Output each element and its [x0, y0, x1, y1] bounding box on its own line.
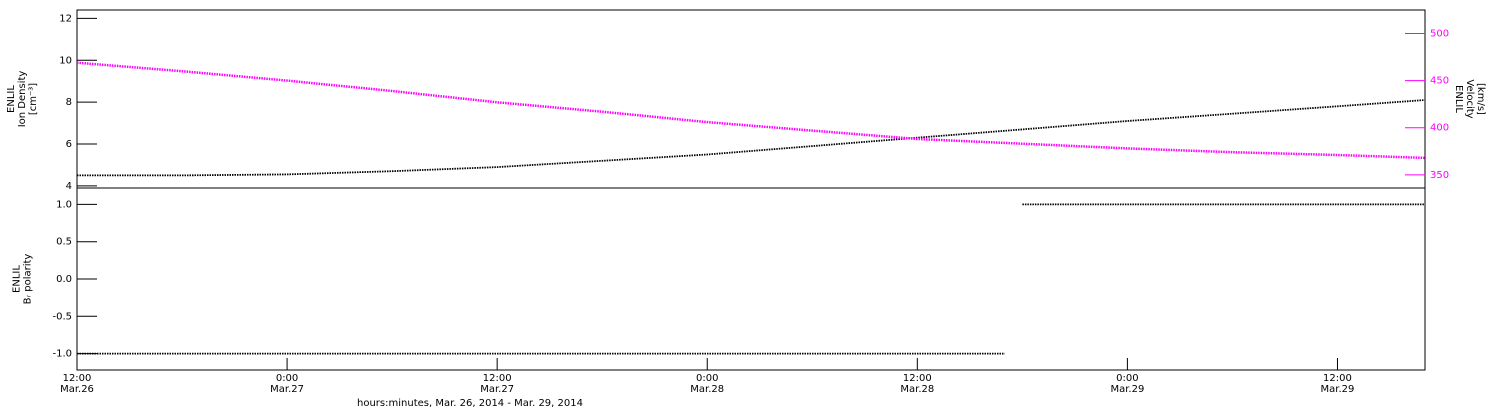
y2-tick-label: 400: [1430, 123, 1449, 134]
x-tick-sublabel: Mar.26: [60, 384, 94, 395]
y-tick-label: -0.5: [52, 311, 72, 322]
y2-tick-label: 350: [1430, 170, 1449, 181]
axis-label: ENLIL: [1453, 85, 1464, 113]
y-tick-label: 12: [59, 13, 72, 24]
y-tick-label: -1.0: [52, 349, 72, 360]
y2-tick-label: 450: [1430, 76, 1449, 87]
y2-tick-label: 500: [1430, 29, 1449, 40]
x-tick-sublabel: Mar.29: [1321, 384, 1355, 395]
y-tick-label: 8: [66, 97, 72, 108]
series-line: [76, 61, 1426, 160]
x-tick-sublabel: Mar.28: [900, 384, 934, 395]
axis-label: Bᵣ polarity: [23, 254, 34, 305]
x-tick-label: 12:00: [1323, 373, 1352, 384]
x-axis-title: hours:minutes, Mar. 26, 2014 - Mar. 29, …: [357, 398, 583, 409]
y-tick-label: 10: [59, 55, 72, 66]
x-tick-sublabel: Mar.29: [1110, 384, 1144, 395]
axis-label: Velocity: [1464, 79, 1475, 118]
y-tick-label: 4: [66, 181, 72, 192]
series-line: [77, 203, 1425, 355]
y-tick-label: 0.0: [56, 274, 72, 285]
x-tick-label: 0:00: [696, 373, 718, 384]
axis-label: [km/s]: [1475, 83, 1486, 115]
axis-label: [cm⁻³]: [28, 83, 39, 115]
x-tick-label: 0:00: [276, 373, 298, 384]
x-tick-sublabel: Mar.27: [480, 384, 514, 395]
plot-frame: [76, 187, 1426, 371]
x-tick-sublabel: Mar.28: [690, 384, 724, 395]
x-tick-label: 12:00: [483, 373, 512, 384]
axis-label: Ion Density: [17, 71, 28, 128]
axis-label: ENLIL: [6, 85, 17, 113]
x-tick-label: 12:00: [903, 373, 932, 384]
y-tick-label: 6: [66, 139, 72, 150]
x-tick-label: 0:00: [1116, 373, 1138, 384]
axis-label: ENLIL: [12, 265, 23, 293]
series-line: [77, 99, 1426, 177]
x-tick-label: 12:00: [63, 373, 92, 384]
x-tick-sublabel: Mar.27: [270, 384, 304, 395]
plot-frame: [76, 9, 1426, 189]
y-tick-label: 0.5: [56, 237, 72, 248]
y-tick-label: 1.0: [56, 199, 72, 210]
